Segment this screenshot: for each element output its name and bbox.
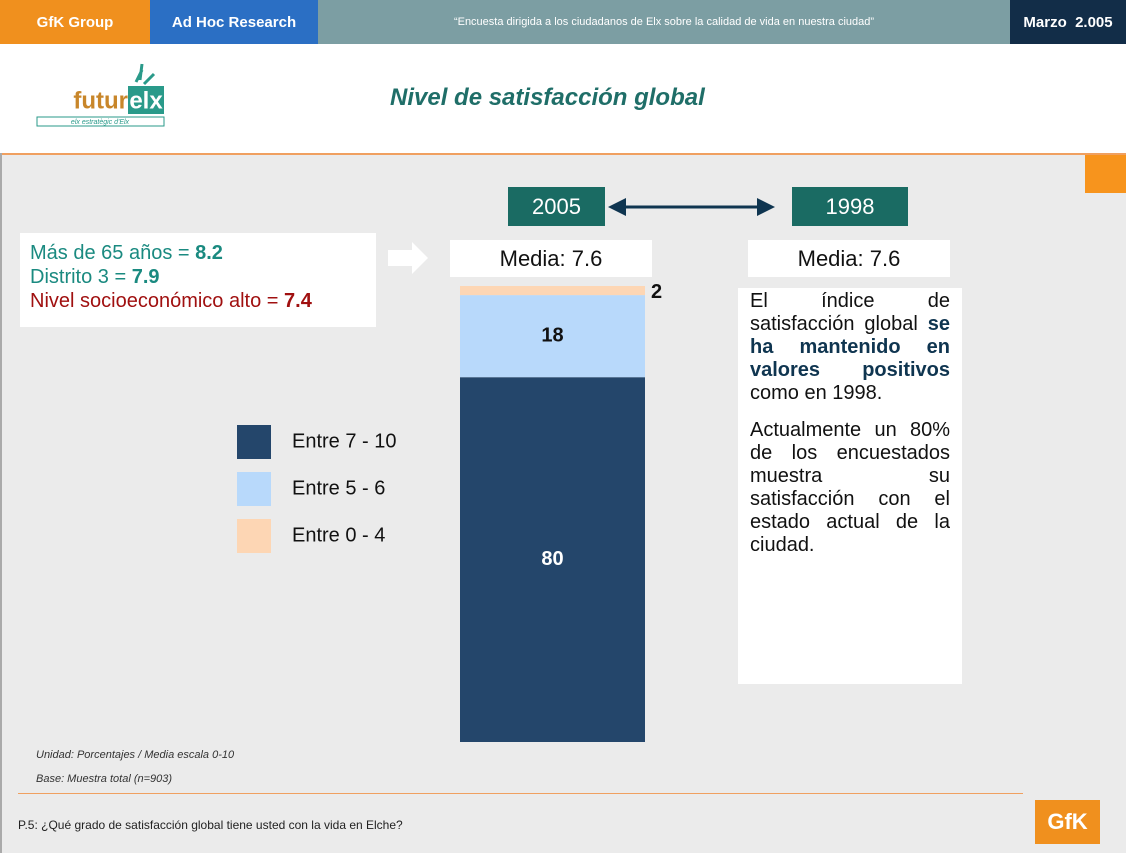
compare-arrowheads [608,198,775,216]
note-paragraph: Actualmente un 80% de los encuestados mu… [750,419,950,557]
logo-graphic: futur elx elx estratègic d'Elx [36,63,165,127]
legend-label: Entre 0 - 4 [292,524,385,546]
header-company: GfK Group [0,0,150,44]
chart-title: Nivel de satisfacción global [390,84,705,111]
data-label: 18 [541,324,563,346]
left-border [0,153,2,853]
data-label: 2 [651,281,662,303]
note-emphasis: se ha mantenido en valores positivos [750,313,950,381]
highlight-label: Más de 65 años = [30,242,196,264]
note-text: Actualmente un 80% de los encuestados mu… [750,419,950,556]
bar-segment [460,286,645,296]
logo-sprout [134,63,156,86]
year-box: 1998 [792,187,908,226]
note-text: como en 1998. [750,382,883,404]
header-survey: “Encuesta dirigida a los ciudadanos de E… [318,0,1010,44]
footnote: Unidad: Porcentajes / Media escala 0-10 [36,749,235,761]
logo-tag-box [36,116,165,127]
highlight-value: 8.2 [195,242,223,264]
bar-segment [460,295,645,378]
legend-swatch [237,519,271,553]
highlight: Distrito 3 = 7.9 [30,265,366,289]
highlight-value: 7.9 [131,266,160,288]
highlight-label: Nivel socioeconómico alto = [30,290,285,312]
question: P.5: ¿Qué grado de satisfacción global t… [18,818,403,832]
highlight: Nivel socioeconómico alto = 7.4 [30,289,366,313]
bar-segment [460,377,645,742]
footnote: Base: Muestra total (n=903) [36,773,173,785]
note-box: El índice de satisfacción global se ha m… [738,288,962,684]
corner-square [1085,155,1126,193]
note-text: El índice de satisfacción global [750,290,950,335]
legend-swatch [237,472,271,506]
legend-swatch [237,425,271,459]
logo-tagline: elx estratègic d'Elx [71,119,130,126]
media-box: Media: 7.6 [450,240,652,277]
year-box: 2005 [508,187,605,226]
logo-box [128,86,164,114]
highlight: Más de 65 años = 8.2 [30,241,366,265]
data-label: 80 [541,548,563,570]
note-paragraph: El índice de satisfacción global se ha m… [750,290,950,405]
legend-label: Entre 5 - 6 [292,477,385,499]
footer-rule [18,793,1023,794]
logo-word: futur [73,87,128,114]
pointer-arrow [388,242,428,274]
highlight-label: Distrito 3 = [30,266,132,288]
header-unit: Ad Hoc Research [150,0,318,44]
header-date: Marzo 2.005 [1010,0,1126,44]
highlight-value: 7.4 [284,290,312,312]
media-box: Media: 7.6 [748,240,950,277]
logo: futur elx elx estratègic d'Elx [36,62,166,134]
highlights-box: Más de 65 años = 8.2 Distrito 3 = 7.9 Ni… [20,233,376,327]
logo-mark: elx [129,87,163,114]
brand-logo: GfK [1035,800,1100,844]
legend-label: Entre 7 - 10 [292,430,397,452]
